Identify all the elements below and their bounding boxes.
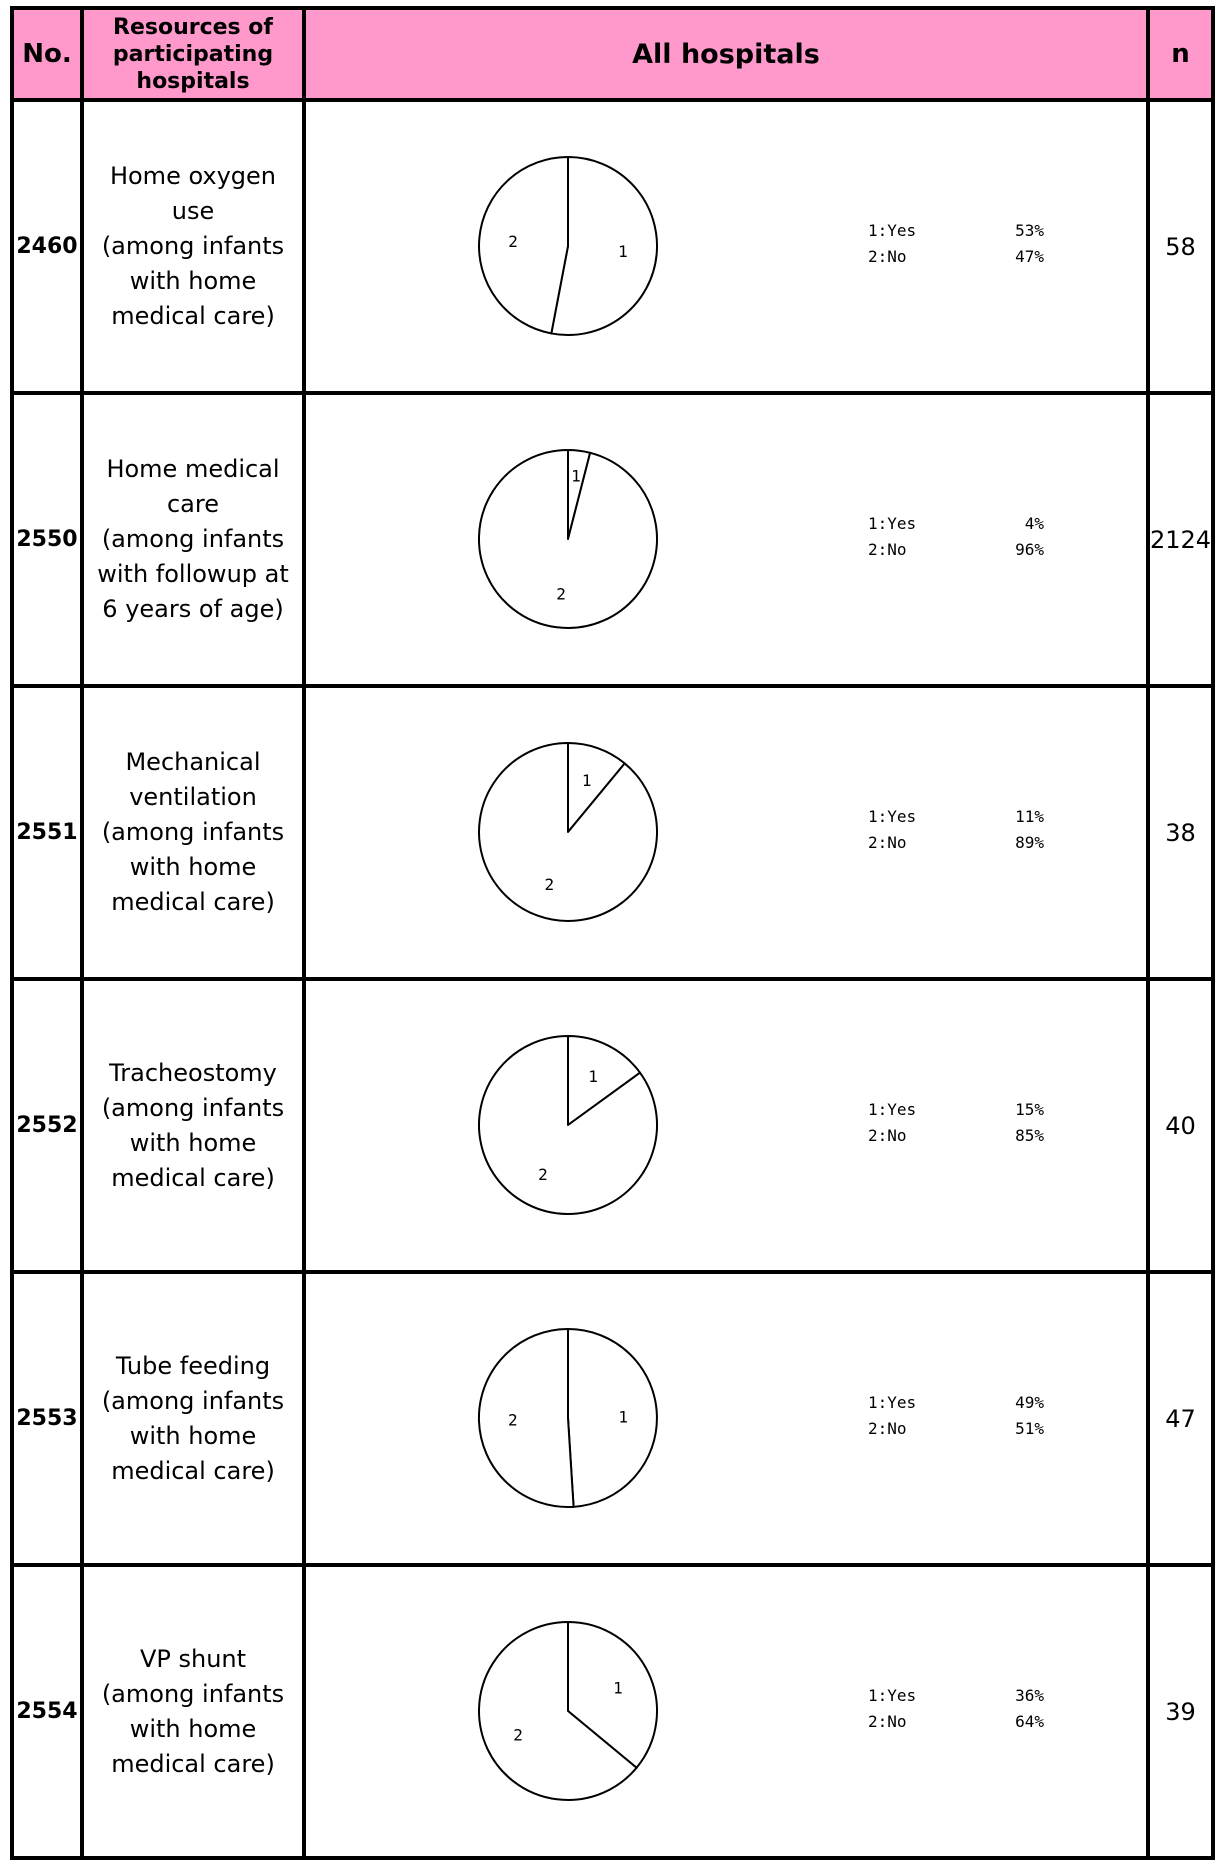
legend-label: 1:Yes xyxy=(868,1100,916,1119)
sample-size: 38 xyxy=(1145,684,1216,981)
pie-slice-label: 1 xyxy=(618,1407,628,1426)
legend-label: 2:No xyxy=(868,1126,907,1145)
sample-size: 47 xyxy=(1145,1270,1216,1567)
pie-slice-2 xyxy=(478,156,569,335)
legend-percent: 64% xyxy=(1015,1712,1044,1731)
legend-label: 1:Yes xyxy=(868,514,916,533)
pie-chart-cell: 1 2 1:Yes 15% 2:No 85% xyxy=(302,977,1150,1274)
resource-description: Mechanical ventilation (among infants wi… xyxy=(80,684,306,981)
pie-chart-cell: 1 2 1:Yes 4% 2:No 96% xyxy=(302,391,1150,688)
pie-slice-label: 2 xyxy=(508,1411,518,1430)
legend-percent: 53% xyxy=(1015,221,1044,240)
pie-slice-2 xyxy=(477,1035,658,1215)
item-number: 2550 xyxy=(10,391,84,688)
pie-chart: 1 2 1:Yes 15% 2:No 85% xyxy=(477,1035,1044,1215)
pie-chart: 1 2 1:Yes 36% 2:No 64% xyxy=(478,1621,1044,1801)
legend-percent: 4% xyxy=(1025,514,1045,533)
pie-slice-2 xyxy=(478,742,659,922)
sample-size: 39 xyxy=(1145,1563,1216,1860)
pie-chart: 1 2 1:Yes 53% 2:No 47% xyxy=(478,156,1044,336)
legend-label: 2:No xyxy=(868,833,907,852)
header-n: n xyxy=(1145,6,1216,102)
pie-chart-cell: 1 2 1:Yes 53% 2:No 47% xyxy=(302,98,1150,395)
legend-percent: 89% xyxy=(1015,833,1044,852)
legend-label: 1:Yes xyxy=(868,1686,916,1705)
item-number: 2553 xyxy=(10,1270,84,1567)
header-resources: Resources of participating hospitals xyxy=(80,6,306,102)
pie-slice-2 xyxy=(477,449,658,629)
pie-slice-label: 1 xyxy=(588,1067,598,1086)
legend-label: 2:No xyxy=(868,1712,907,1731)
pie-slice-1 xyxy=(567,1621,659,1769)
item-number: 2551 xyxy=(10,684,84,981)
sample-size: 2124 xyxy=(1145,391,1216,688)
table-row: 2460 Home oxygen use (among infants with … xyxy=(10,98,1216,395)
resource-description: Tube feeding (among infants with home me… xyxy=(80,1270,306,1567)
legend-label: 2:No xyxy=(868,247,907,266)
resource-description: Home oxygen use (among infants with home… xyxy=(80,98,306,395)
legend-percent: 96% xyxy=(1015,540,1044,559)
header-row: No. Resources of participating hospitals… xyxy=(10,6,1216,102)
pie-slice-label: 2 xyxy=(508,232,518,251)
header-resources-label: Resources of participating hospitals xyxy=(112,14,274,94)
pie-slice-1 xyxy=(567,1328,658,1508)
pie-slice-2 xyxy=(477,1328,575,1508)
item-number: 2552 xyxy=(10,977,84,1274)
legend-percent: 15% xyxy=(1015,1100,1044,1119)
pie-chart: 1 2 1:Yes 49% 2:No 51% xyxy=(477,1328,1044,1508)
legend-percent: 51% xyxy=(1015,1419,1044,1438)
pie-chart: 1 2 1:Yes 4% 2:No 96% xyxy=(477,449,1045,629)
header-no: No. xyxy=(10,6,84,102)
pie-slice-label: 2 xyxy=(538,1165,548,1184)
report-table: No. Resources of participating hospitals… xyxy=(10,6,1216,1860)
pie-slice-1 xyxy=(567,1035,641,1126)
header-all-hospitals: All hospitals xyxy=(302,6,1150,102)
pie-slice-label: 2 xyxy=(556,585,566,604)
pie-slice-label: 1 xyxy=(613,1679,623,1698)
pie-chart-cell: 1 2 1:Yes 11% 2:No 89% xyxy=(302,684,1150,981)
legend-percent: 47% xyxy=(1015,247,1044,266)
pie-slice-label: 1 xyxy=(571,466,581,485)
pie-chart: 1 2 1:Yes 11% 2:No 89% xyxy=(478,742,1044,922)
table-row: 2550 Home medical care (among infants wit… xyxy=(10,391,1216,688)
sample-size: 58 xyxy=(1145,98,1216,395)
table-row: 2554 VP shunt (among infants with home me… xyxy=(10,1563,1216,1860)
resource-description: Home medical care (among infants with fo… xyxy=(80,391,306,688)
resource-description: VP shunt (among infants with home medica… xyxy=(80,1563,306,1860)
pie-slice-2 xyxy=(478,1621,638,1801)
legend-label: 1:Yes xyxy=(868,221,916,240)
pie-slice-label: 1 xyxy=(618,242,628,261)
legend-percent: 11% xyxy=(1015,807,1044,826)
table-row: 2552 Tracheostomy (among infants with hom… xyxy=(10,977,1216,1274)
legend-percent: 36% xyxy=(1015,1686,1044,1705)
pie-chart-cell: 1 2 1:Yes 36% 2:No 64% xyxy=(302,1563,1150,1860)
pie-chart-cell: 1 2 1:Yes 49% 2:No 51% xyxy=(302,1270,1150,1567)
legend-label: 1:Yes xyxy=(868,807,916,826)
table-row: 2551 Mechanical ventilation (among infant… xyxy=(10,684,1216,981)
pie-slice-1 xyxy=(550,156,659,336)
sample-size: 40 xyxy=(1145,977,1216,1274)
legend-label: 2:No xyxy=(868,1419,907,1438)
legend-label: 2:No xyxy=(868,540,907,559)
pie-slice-label: 2 xyxy=(513,1726,523,1745)
table-row: 2553 Tube feeding (among infants with hom… xyxy=(10,1270,1216,1567)
resource-description: Tracheostomy (among infants with home me… xyxy=(80,977,306,1274)
item-number: 2460 xyxy=(10,98,84,395)
item-number: 2554 xyxy=(10,1563,84,1860)
pie-slice-label: 1 xyxy=(582,771,592,790)
legend-percent: 49% xyxy=(1015,1393,1044,1412)
pie-slice-label: 2 xyxy=(544,875,554,894)
legend-label: 1:Yes xyxy=(868,1393,916,1412)
legend-percent: 85% xyxy=(1015,1126,1044,1145)
